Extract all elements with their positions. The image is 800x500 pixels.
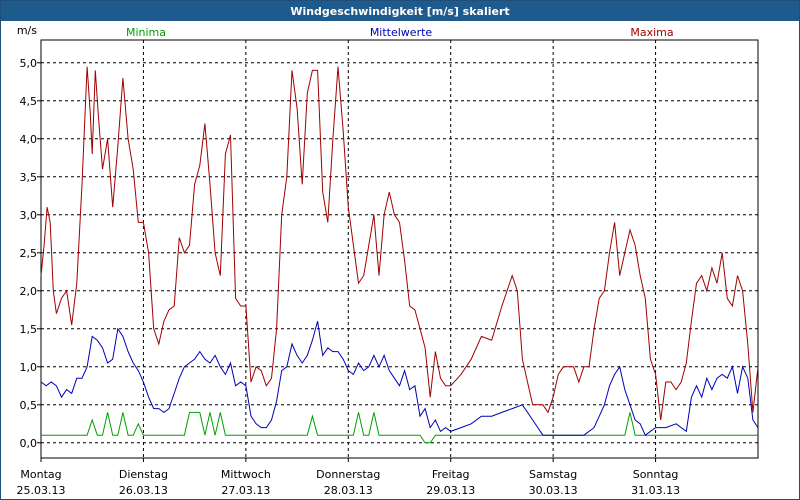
y-axis-label: m/s	[17, 24, 37, 37]
x-tick-label-day: Montag	[20, 468, 61, 481]
x-tick-label-day: Dienstag	[119, 468, 168, 481]
y-tick-label: 4,0	[20, 133, 38, 146]
y-tick-label: 4,5	[20, 95, 38, 108]
x-tick-label-day: Sonntag	[633, 468, 679, 481]
series-line-mittelwerte	[40, 321, 759, 436]
legend-label-mittelwerte: Mittelwerte	[370, 26, 433, 39]
x-tick-label-day: Donnerstag	[316, 468, 380, 481]
window-title: Windgeschwindigkeit [m/s] skaliert	[1, 1, 799, 21]
x-tick-label-date: 27.03.13	[221, 484, 270, 497]
y-tick-label: 2,5	[20, 247, 38, 260]
x-tick-label-date: 31.03.13	[631, 484, 680, 497]
y-tick-label: 3,5	[20, 171, 38, 184]
x-tick-label-date: 30.03.13	[529, 484, 578, 497]
x-tick-label-day: Freitag	[432, 468, 470, 481]
y-tick-label: 0,5	[20, 399, 38, 412]
y-tick-label: 5,0	[20, 57, 38, 70]
x-tick-label-day: Samstag	[529, 468, 577, 481]
legend-label-minima: Minima	[126, 26, 166, 39]
x-tick-label-date: 28.03.13	[324, 484, 373, 497]
series-line-minima	[41, 411, 758, 444]
y-tick-label: 3,0	[20, 209, 38, 222]
x-tick-label-day: Mittwoch	[221, 468, 271, 481]
x-tick-label-date: 26.03.13	[119, 484, 168, 497]
y-tick-label: 2,0	[20, 285, 38, 298]
series-line-maxima	[40, 66, 759, 421]
x-tick-label-date: 29.03.13	[426, 484, 475, 497]
y-tick-label: 1,0	[20, 361, 38, 374]
plot-frame	[40, 39, 759, 459]
x-tick-label-date: 25.03.13	[17, 484, 66, 497]
y-tick-label: 0,0	[20, 437, 38, 450]
y-tick-label: 1,5	[20, 323, 38, 336]
legend-label-maxima: Maxima	[630, 26, 673, 39]
